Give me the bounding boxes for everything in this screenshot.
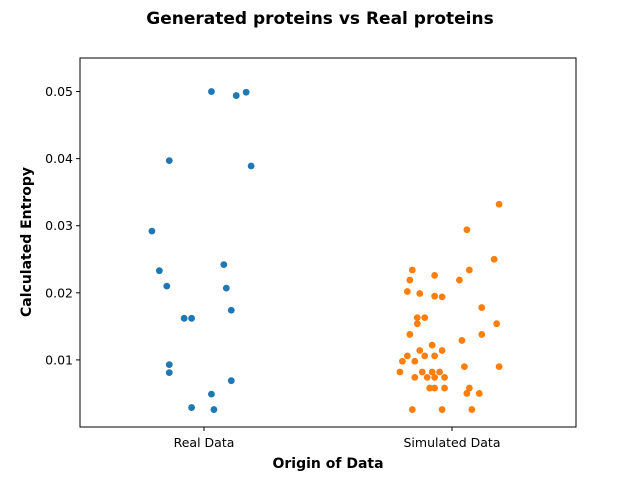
data-point — [456, 276, 463, 284]
data-point — [165, 369, 173, 377]
x-axis: Real Data Simulated Data — [174, 427, 501, 450]
y-tick-label: 0.04 — [45, 151, 73, 166]
data-point — [431, 373, 439, 381]
data-point — [180, 314, 188, 322]
y-axis: 0.01 0.02 0.03 0.04 0.05 — [45, 84, 80, 367]
data-point — [438, 293, 446, 301]
data-point — [408, 266, 416, 274]
data-point — [421, 352, 429, 360]
data-point — [413, 314, 421, 322]
data-point — [436, 368, 443, 376]
data-point — [465, 384, 473, 392]
data-point — [165, 157, 173, 165]
data-point — [495, 363, 503, 371]
data-point — [431, 384, 439, 392]
data-point — [475, 390, 483, 397]
data-point — [431, 271, 439, 279]
data-point — [247, 162, 255, 170]
data-point — [490, 255, 498, 263]
plot-frame — [79, 57, 577, 428]
data-point — [421, 314, 429, 322]
data-point — [478, 304, 486, 311]
data-point — [163, 282, 171, 290]
data-point — [438, 406, 446, 413]
data-point — [408, 406, 416, 413]
data-point — [441, 384, 448, 392]
data-point — [165, 361, 173, 369]
data-point — [463, 390, 471, 397]
data-point — [413, 320, 421, 328]
data-point — [406, 331, 414, 338]
y-axis-label: Calculated Entropy — [19, 167, 35, 317]
data-point — [227, 306, 235, 314]
data-point — [403, 288, 411, 295]
data-point — [399, 357, 406, 365]
data-point — [478, 331, 486, 338]
data-point — [431, 352, 439, 360]
x-tick-label: Real Data — [174, 435, 235, 450]
data-point — [423, 373, 431, 381]
chart-title: Generated proteins vs Real proteins — [146, 9, 493, 29]
data-point — [148, 227, 156, 235]
data-point — [188, 404, 196, 411]
data-point — [458, 337, 466, 344]
data-point — [406, 276, 414, 284]
data-point — [222, 284, 230, 292]
data-points — [148, 88, 503, 413]
data-point — [438, 347, 446, 354]
data-point — [210, 406, 218, 413]
data-point — [468, 406, 476, 413]
data-point — [495, 200, 503, 208]
y-tick-label: 0.02 — [45, 285, 73, 300]
data-point — [493, 320, 501, 328]
x-axis-label: Origin of Data — [272, 456, 383, 472]
data-point — [441, 373, 448, 381]
data-point — [416, 347, 424, 354]
data-point — [208, 390, 215, 398]
y-tick-label: 0.01 — [45, 352, 73, 367]
x-tick-label: Simulated Data — [404, 435, 501, 450]
data-point — [411, 357, 419, 365]
y-tick-label: 0.05 — [45, 84, 73, 99]
data-point — [418, 368, 426, 376]
data-point — [465, 266, 473, 274]
data-point — [431, 292, 439, 300]
data-point — [396, 368, 404, 376]
data-point — [426, 384, 434, 392]
data-point — [461, 363, 468, 371]
data-point — [155, 267, 163, 275]
data-point — [416, 290, 424, 297]
data-point — [428, 341, 436, 349]
data-point — [411, 373, 419, 381]
data-point — [463, 226, 471, 234]
y-tick-label: 0.03 — [45, 218, 73, 233]
data-point — [428, 368, 436, 376]
data-point — [227, 377, 235, 385]
data-point — [242, 88, 250, 96]
data-point — [208, 88, 215, 95]
data-point — [188, 314, 196, 322]
data-point — [403, 352, 411, 360]
data-point — [232, 92, 240, 99]
data-point — [220, 261, 228, 269]
